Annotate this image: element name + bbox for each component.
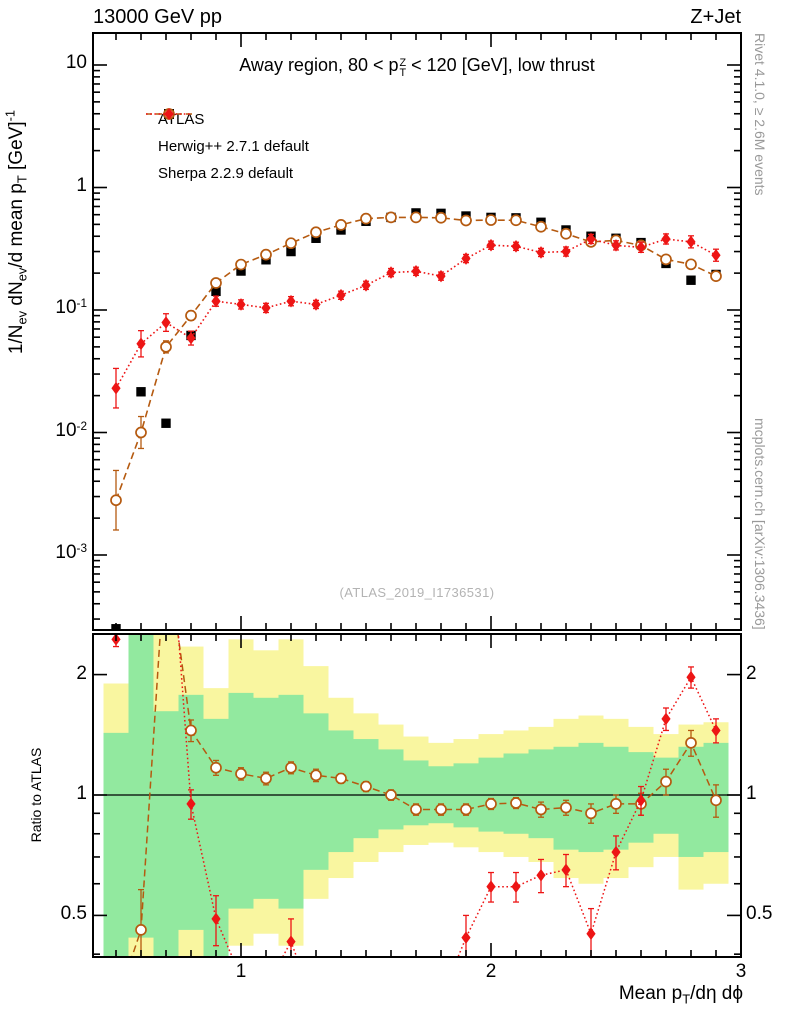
main-y-tick-label: 10-3	[55, 542, 87, 563]
green-band-bin	[528, 749, 554, 839]
main-y-tick-label: 10	[65, 52, 87, 73]
x-tick-label: 1	[235, 961, 247, 982]
legend-item-sherpa: Sherpa 2.2.9 default	[146, 108, 309, 187]
ratio-y-tick-label-left: 2	[76, 662, 87, 684]
main-series	[110, 208, 722, 630]
process-title: Z+Jet	[690, 6, 741, 28]
ratio-y-tick-label-right: 0.5	[746, 903, 773, 925]
green-band-bin	[503, 753, 529, 834]
green-band-bin	[303, 713, 329, 870]
legend: ATLAS Herwig++ 2.7.1 default Sherpa 2.2.…	[146, 106, 309, 187]
green-band-bin	[228, 692, 254, 909]
main-y-tick-label: 10-2	[55, 419, 87, 441]
uncertainty-bands	[103, 634, 729, 957]
ratio-y-tick-label-left: 0.5	[60, 903, 87, 925]
green-band-bin	[253, 697, 279, 899]
main-y-tick-label: 10-1	[55, 297, 87, 318]
axis-ticks	[93, 33, 742, 957]
analysis-watermark: (ATLAS_2019_I1736531)	[339, 585, 495, 600]
herwig-ratio-series	[131, 634, 722, 957]
main-panel-frame	[92, 32, 742, 631]
beam-energy-title: 13000 GeV pp	[93, 6, 222, 28]
green-band-bin	[553, 746, 579, 850]
ratio-y-tick-label-right: 2	[746, 662, 757, 684]
x-axis-label: Mean pT/dη dϕ	[618, 983, 743, 1007]
ratio-series	[111, 634, 722, 957]
x-tick-label: 3	[735, 961, 747, 982]
sherpa-series	[111, 232, 721, 409]
main-y-axis-label: 1/Nev dNev/d mean pT [GeV]-1	[2, 109, 30, 355]
ratio-y-axis-label: Ratio to ATLAS	[28, 747, 44, 843]
ratio-y-tick-label-left: 1	[76, 783, 87, 804]
rivet-version-note: Rivet 4.1.0, ≥ 2.6M events	[752, 33, 768, 196]
x-tick-label: 2	[485, 961, 497, 982]
mcplots-arxiv-note: mcplots.cern.ch [arXiv:1306.3436]	[752, 418, 768, 630]
legend-item-herwig: Herwig++ 2.7.1 default	[146, 108, 309, 160]
green-band-bin	[328, 730, 354, 853]
sherpa-ratio-series	[111, 634, 721, 957]
legend-label: Herwig++ 2.7.1 default	[158, 138, 309, 155]
green-band-bin	[153, 711, 179, 957]
green-band-bin	[678, 746, 704, 857]
green-band-bin	[128, 634, 154, 938]
main-y-tick-label: 1	[76, 174, 87, 196]
green-band-bin	[103, 732, 129, 957]
legend-label: Sherpa 2.2.9 default	[158, 165, 294, 182]
green-band-bin	[578, 742, 604, 853]
green-band-bin	[278, 694, 304, 909]
herwig-series	[110, 211, 722, 531]
sherpa-diamond-marker-icon	[146, 108, 192, 120]
ratio-y-tick-label-right: 1	[746, 783, 757, 804]
